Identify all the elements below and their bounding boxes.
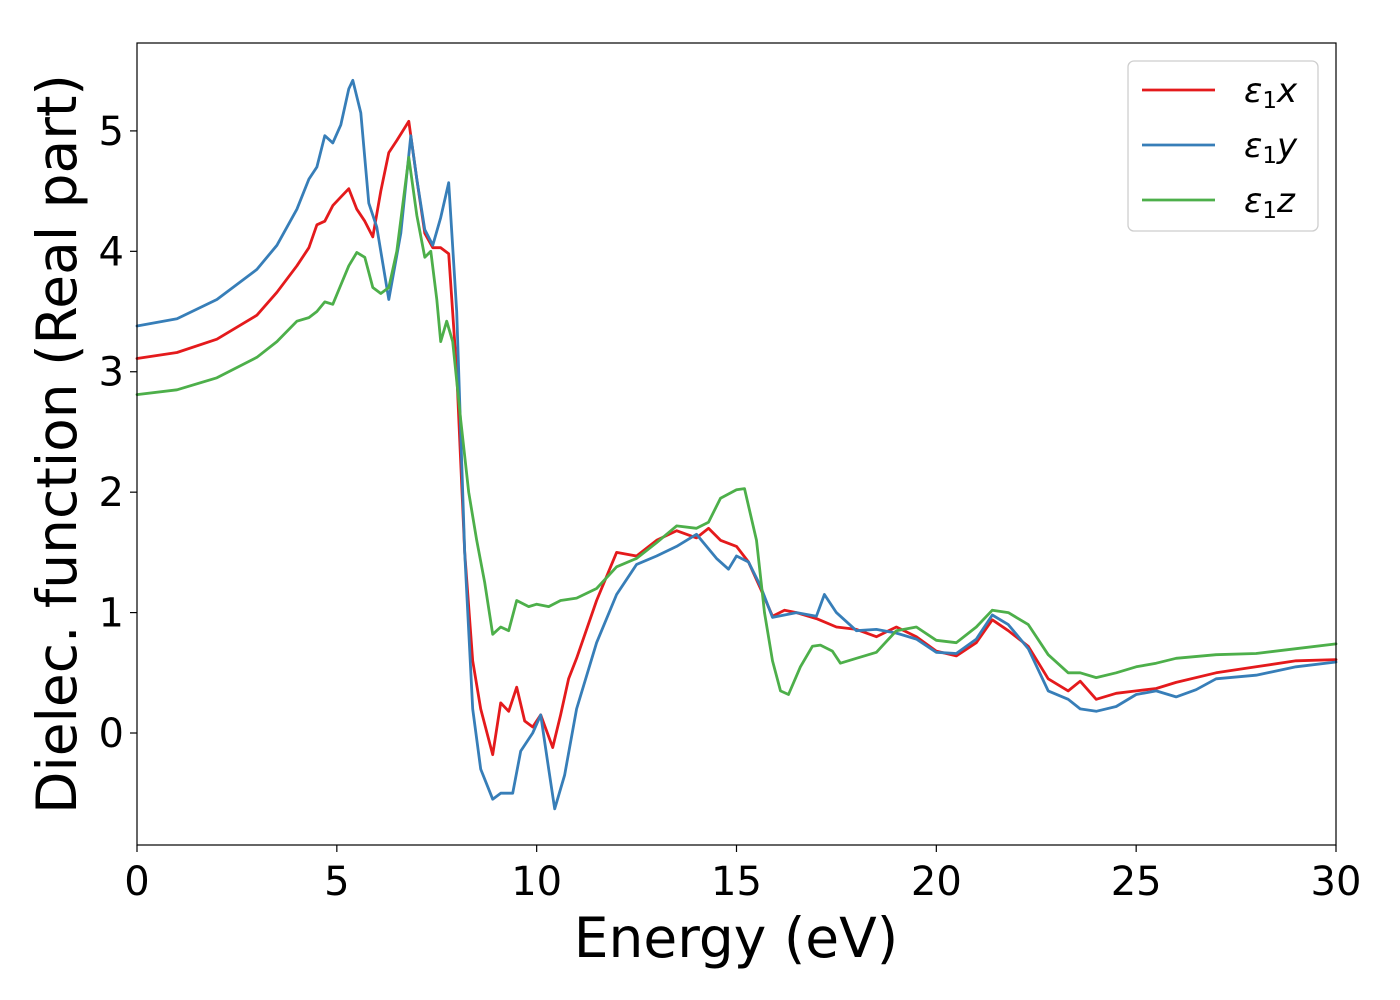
series-line-z	[135, 156, 1338, 696]
x-tick-label: 5	[324, 859, 349, 905]
series-lines	[135, 78, 1338, 811]
y-tick-label: 1	[99, 591, 124, 637]
x-tick-label: 15	[711, 859, 762, 905]
y-tick-label: 5	[99, 109, 124, 155]
series-line-x	[135, 119, 1338, 757]
legend-box	[1127, 60, 1319, 232]
y-tick-label: 2	[99, 470, 124, 516]
x-tick-label: 0	[124, 859, 149, 905]
y-tick-label: 4	[99, 229, 124, 275]
y-axis-label: Dielec. function (Real part)	[25, 74, 89, 814]
x-tick-label: 10	[511, 859, 562, 905]
legend-label-y: ε1y	[1244, 126, 1298, 169]
x-axis: 0 5 10 15 20 25 30	[124, 845, 1361, 905]
x-tick-label: 20	[911, 859, 962, 905]
y-axis: 0 1 2 3 4 5	[99, 109, 137, 757]
legend: ε1x ε1y ε1z	[1127, 60, 1319, 232]
y-tick-label: 0	[99, 711, 124, 757]
x-tick-label: 25	[1111, 859, 1162, 905]
series-line-y	[135, 78, 1338, 811]
legend-label-x: ε1x	[1244, 71, 1298, 114]
y-tick-label: 3	[99, 350, 124, 396]
x-axis-label: Energy (eV)	[574, 906, 898, 970]
legend-label-z: ε1z	[1244, 181, 1296, 224]
x-tick-label: 30	[1311, 859, 1362, 905]
